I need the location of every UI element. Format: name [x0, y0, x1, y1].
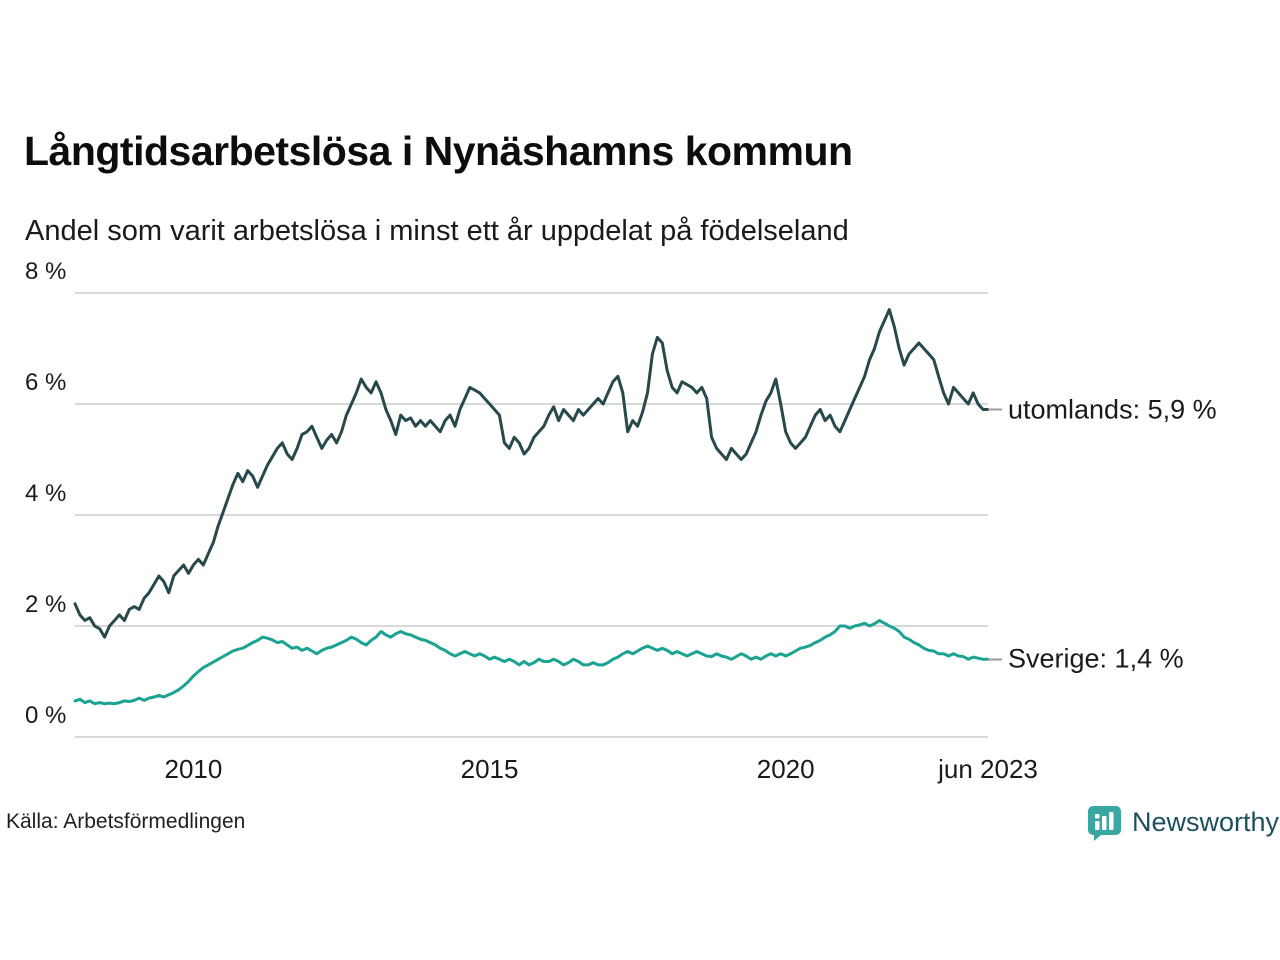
newsworthy-branding: Newsworthy — [1086, 804, 1279, 841]
newsworthy-wordmark: Newsworthy — [1132, 807, 1280, 837]
series-line-Sverige — [73, 619, 990, 706]
series-label-utomlands: utomlands: 5,9 % — [988, 394, 1217, 425]
x-axis-tick-label: 2010 — [164, 754, 223, 784]
y-axis-tick-label: 4 % — [25, 480, 67, 507]
series-line-utomlands — [73, 308, 990, 639]
x-axis-tick-label: 2015 — [460, 754, 519, 784]
series-end-label: Sverige: 1,4 % — [1008, 643, 1184, 674]
page-title: Långtidsarbetslösa i Nynäshamns kommun — [24, 128, 853, 174]
x-axis-tick-label: jun 2023 — [938, 754, 1038, 784]
y-axis-tick-label: 0 % — [25, 702, 67, 729]
leader-dash-icon — [988, 658, 1002, 661]
chart-subtitle: Andel som varit arbetslösa i minst ett å… — [25, 215, 849, 247]
y-axis-tick-label: 2 % — [25, 591, 67, 618]
y-axis-tick-label: 6 % — [25, 369, 67, 396]
x-axis-tick-label: 2020 — [756, 754, 815, 784]
newsworthy-logo-icon — [1086, 804, 1123, 841]
series-end-label: utomlands: 5,9 % — [1008, 394, 1217, 425]
leader-dash-icon — [988, 408, 1002, 411]
source-note: Källa: Arbetsförmedlingen — [6, 810, 246, 833]
series-label-sverige: Sverige: 1,4 % — [988, 644, 1184, 675]
y-axis-tick-label: 8 % — [25, 258, 67, 285]
